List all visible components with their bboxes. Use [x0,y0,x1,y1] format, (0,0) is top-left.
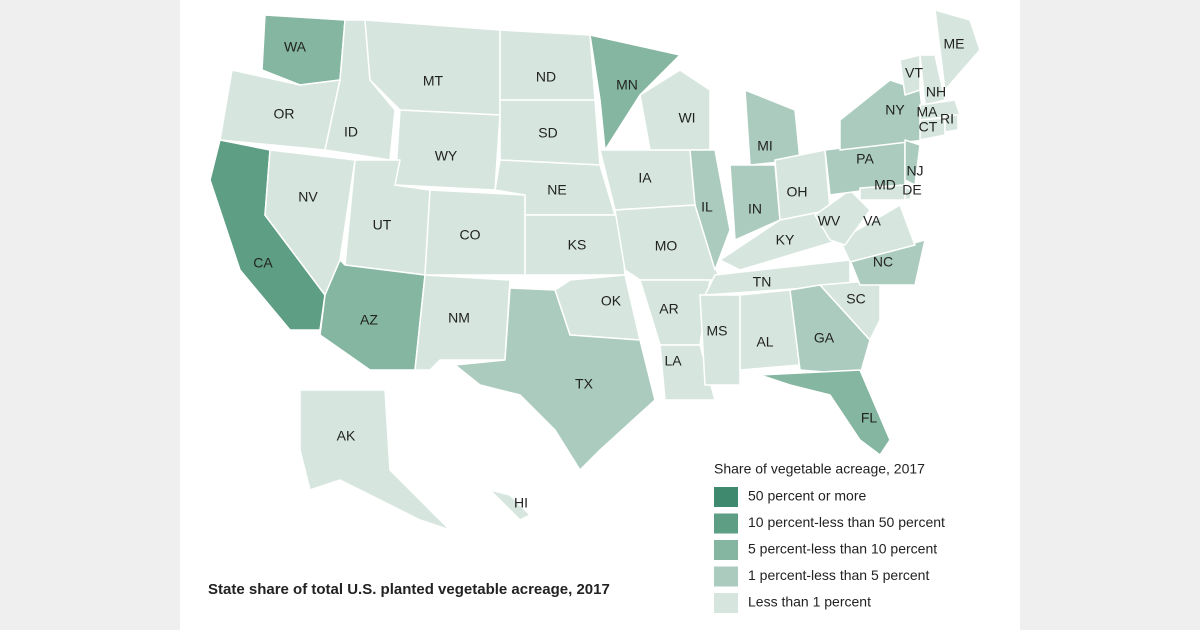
state-label: MI [757,138,773,154]
state-label: FL [861,410,878,426]
state-label: AL [756,334,773,350]
legend-swatch [714,540,738,560]
state-shape [759,369,891,456]
state-shape [919,117,946,141]
state-shape [299,389,451,531]
legend-label: 5 percent-less than 10 percent [748,541,937,557]
state-label: VA [863,213,881,229]
state-shape [489,489,531,521]
state-shape [589,34,681,151]
legend-swatch [714,487,738,507]
state-label: NH [926,84,946,100]
state-label: HI [514,495,528,511]
state-label: MA [917,104,939,120]
state-shape [814,189,871,246]
state-label: MD [874,177,896,193]
state-label: KS [568,237,587,253]
legend: 50 percent or more 10 percent-less than 5… [714,487,945,613]
state-shape [699,294,741,386]
state-label: SC [846,291,865,307]
state-label: AZ [360,312,378,328]
state-label: MN [616,77,638,93]
state-label: GA [814,330,835,346]
state-label: IL [701,199,713,215]
legend-label: Less than 1 percent [748,594,871,610]
state-shape [659,344,716,401]
state-label: MS [707,323,728,339]
state-label: TN [753,274,772,290]
state-label: LA [664,353,682,369]
caption: State share of total U.S. planted vegeta… [208,581,610,598]
states [209,9,981,531]
state-label: OH [787,184,808,200]
state-label: NE [547,182,566,198]
state-label: WI [678,110,695,126]
state-label: TX [575,376,594,392]
state-shape [689,149,731,271]
state-label: AR [659,301,678,317]
legend-swatch [714,513,738,534]
legend-swatch [714,566,738,587]
state-label: CA [253,255,273,271]
state-label: MT [423,73,444,89]
state-shape [789,284,871,376]
state-label: ND [536,69,556,85]
state-label: CT [919,119,938,135]
state-label: NM [448,310,470,326]
state-label: SD [538,125,557,141]
state-shape [414,274,511,371]
state-label: KY [776,232,795,248]
state-shape [934,9,981,91]
state-label: VT [905,65,923,81]
state-label: NY [885,102,905,118]
legend-swatch [714,593,738,613]
legend-title: Share of vegetable acreage, 2017 [714,461,925,477]
state-label: ME [944,36,965,52]
state-label: DE [902,182,921,198]
state-label: MO [655,238,678,254]
state-label: WY [435,148,458,164]
state-label: WV [818,213,841,229]
legend-label: 50 percent or more [748,488,866,504]
state-label: ID [344,124,358,140]
state-label: IA [638,170,652,186]
state-label: UT [373,217,392,233]
state-shape [839,204,916,263]
state-label: IN [748,201,762,217]
state-label: RI [940,111,954,127]
state-shape [859,184,906,201]
state-shape [944,114,959,133]
state-label: PA [856,151,874,167]
legend-label: 1 percent-less than 5 percent [748,567,929,583]
state-label: NV [298,189,318,205]
state-shape [919,54,946,106]
state-shape [454,287,656,471]
state-label: OK [601,293,622,309]
state-label: OR [274,106,295,122]
state-shape [499,29,596,101]
state-label: WA [284,39,307,55]
state-label: CO [460,227,481,243]
state-label: AK [337,428,356,444]
state-shape [899,54,921,96]
state-label: NC [873,254,893,270]
state-labels: WA OR CA NV ID MT WY UT CO AZ NM ND SD NE KS OK TX MN IA MO… [253,36,964,511]
legend-label: 10 percent-less than 50 percent [748,514,945,530]
state-label: NJ [906,163,923,179]
state-shape [639,69,711,151]
state-shape [904,139,921,186]
